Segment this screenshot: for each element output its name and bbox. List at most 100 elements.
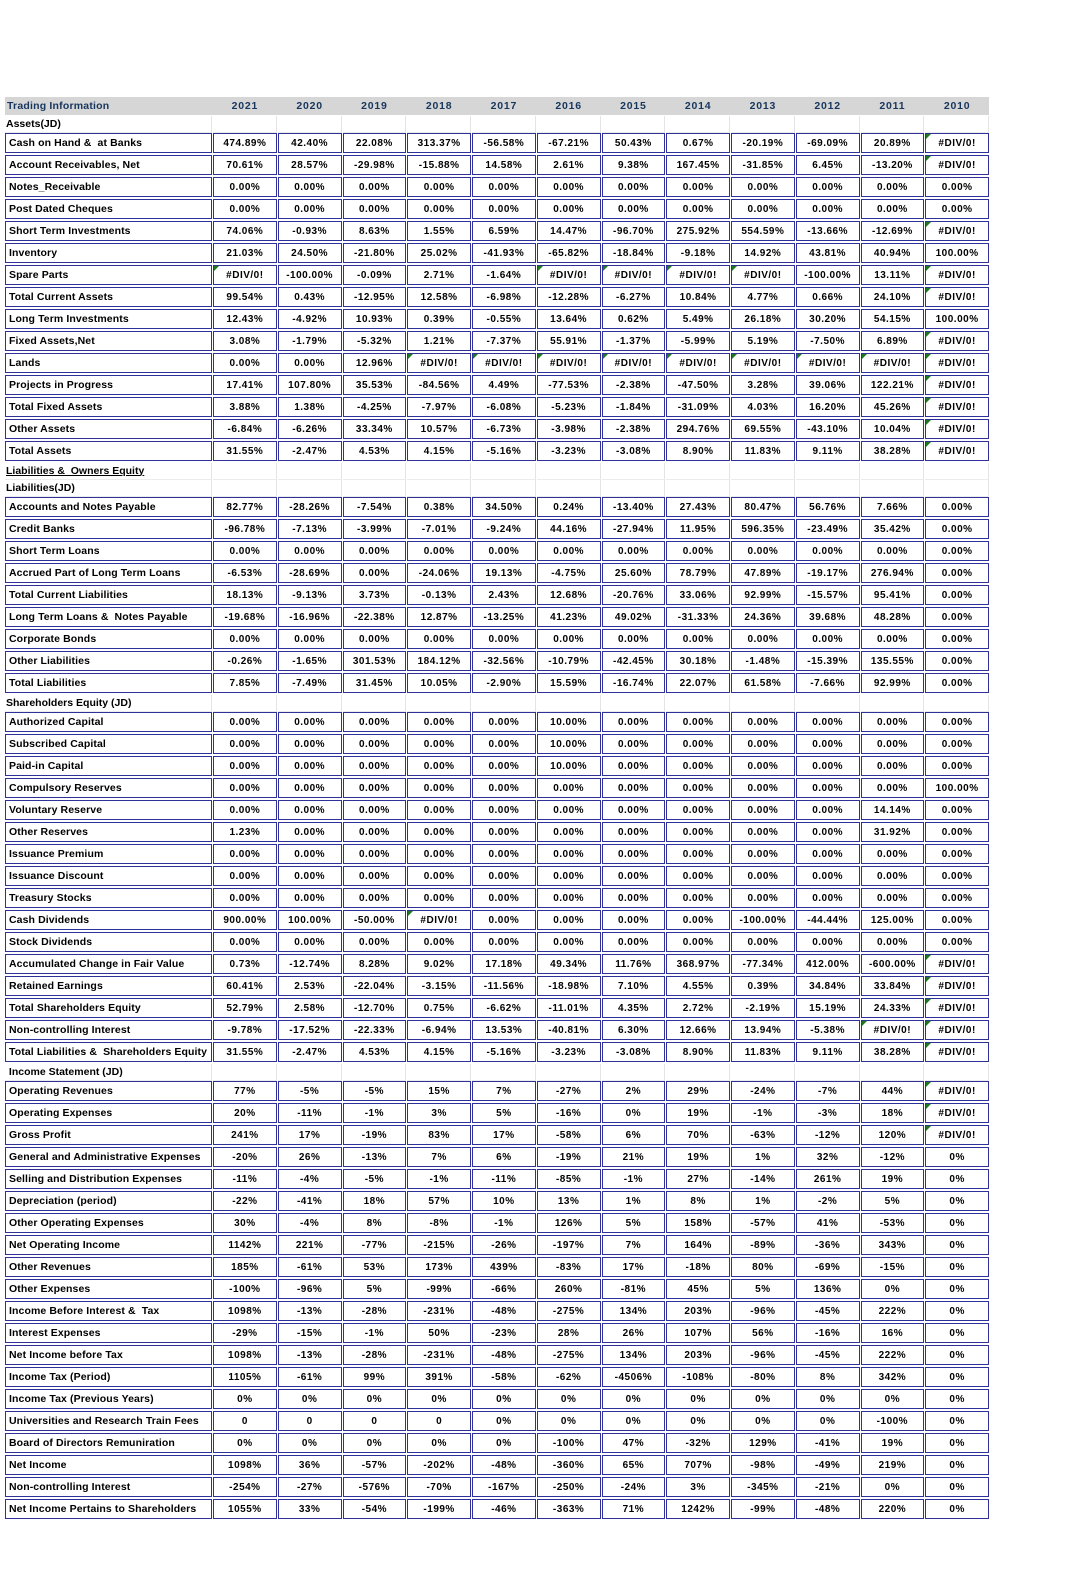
value-cell-2012[interactable]: 0.00% bbox=[795, 712, 860, 732]
value-cell-2016[interactable]: 0.00% bbox=[536, 177, 601, 197]
value-cell-2020[interactable]: -96% bbox=[277, 1279, 342, 1299]
value-cell-2015[interactable]: 134% bbox=[601, 1301, 666, 1321]
value-cell-2020[interactable]: -9.13% bbox=[277, 585, 342, 605]
value-cell-2018[interactable]: 9.02% bbox=[407, 954, 471, 974]
value-cell-2012[interactable]: 41% bbox=[795, 1213, 860, 1233]
value-cell-2021[interactable]: 21.03% bbox=[213, 243, 277, 263]
value-cell-2021[interactable]: 60.41% bbox=[213, 976, 277, 996]
value-cell-2021[interactable]: 31.55% bbox=[213, 441, 277, 461]
value-cell-2019[interactable]: 0.00% bbox=[342, 563, 407, 583]
value-cell-2014[interactable]: 12.66% bbox=[666, 1020, 730, 1040]
value-cell-2012[interactable]: 0.00% bbox=[795, 778, 860, 798]
value-cell-2017[interactable]: 6% bbox=[472, 1147, 536, 1167]
value-cell-2018[interactable]: -15.88% bbox=[407, 155, 471, 175]
value-cell-2019[interactable]: 53% bbox=[342, 1257, 407, 1277]
value-cell-2010[interactable]: 0% bbox=[925, 1455, 989, 1475]
value-cell-2014[interactable]: 45% bbox=[666, 1279, 730, 1299]
value-cell-2014[interactable]: 0.00% bbox=[666, 734, 730, 754]
value-cell-2015[interactable]: 4.35% bbox=[601, 998, 666, 1018]
value-cell-2014[interactable]: 27.43% bbox=[666, 497, 730, 517]
row-label[interactable]: Treasury Stocks bbox=[5, 888, 212, 908]
value-cell-2019[interactable]: 5% bbox=[342, 1279, 407, 1299]
value-cell-2011[interactable]: 95.41% bbox=[860, 585, 925, 605]
value-cell-2017[interactable]: 0.00% bbox=[472, 541, 536, 561]
value-cell-2013[interactable]: 0% bbox=[731, 1389, 795, 1409]
value-cell-2015[interactable]: 0.00% bbox=[601, 866, 666, 886]
value-cell-2017[interactable]: -6.62% bbox=[472, 998, 536, 1018]
value-cell-2017[interactable]: -26% bbox=[472, 1235, 536, 1255]
value-cell-2012[interactable]: 0.66% bbox=[795, 287, 860, 307]
value-cell-2017[interactable]: -48% bbox=[472, 1301, 536, 1321]
row-label[interactable]: Stock Dividends bbox=[5, 932, 212, 952]
value-cell-2010[interactable]: #DIV/0! bbox=[925, 353, 989, 373]
row-label[interactable]: Net Income bbox=[5, 1455, 212, 1475]
value-cell-2014[interactable]: 8.90% bbox=[666, 1042, 730, 1062]
value-cell-2020[interactable]: 0% bbox=[277, 1433, 342, 1453]
value-cell-2012[interactable]: #DIV/0! bbox=[795, 353, 860, 373]
row-label[interactable]: Paid-in Capital bbox=[5, 756, 212, 776]
value-cell-2012[interactable]: -13.66% bbox=[795, 221, 860, 241]
value-cell-2013[interactable]: 0.00% bbox=[731, 866, 795, 886]
value-cell-2015[interactable]: 0.00% bbox=[601, 844, 666, 864]
row-label[interactable]: Accounts and Notes Payable bbox=[5, 497, 212, 517]
value-cell-2010[interactable]: #DIV/0! bbox=[925, 1020, 989, 1040]
value-cell-2021[interactable]: 0.00% bbox=[213, 866, 277, 886]
value-cell-2017[interactable]: -46% bbox=[472, 1499, 536, 1519]
value-cell-2019[interactable]: -1% bbox=[342, 1323, 407, 1343]
value-cell-2018[interactable]: 0% bbox=[407, 1433, 471, 1453]
value-cell-2011[interactable]: 0.00% bbox=[860, 888, 925, 908]
value-cell-2020[interactable]: -28.69% bbox=[277, 563, 342, 583]
value-cell-2021[interactable]: -22% bbox=[213, 1191, 277, 1211]
value-cell-2013[interactable]: 47.89% bbox=[731, 563, 795, 583]
value-cell-2021[interactable]: 0.00% bbox=[213, 541, 277, 561]
value-cell-2016[interactable]: 0.24% bbox=[536, 497, 601, 517]
value-cell-2018[interactable]: 7% bbox=[407, 1147, 471, 1167]
value-cell-2020[interactable]: 1.38% bbox=[277, 397, 342, 417]
value-cell-2014[interactable]: 275.92% bbox=[666, 221, 730, 241]
value-cell-2010[interactable]: 100.00% bbox=[925, 243, 989, 263]
value-cell-2018[interactable]: -199% bbox=[407, 1499, 471, 1519]
value-cell-2012[interactable]: -23.49% bbox=[795, 519, 860, 539]
value-cell-2019[interactable]: 8.63% bbox=[342, 221, 407, 241]
value-cell-2014[interactable]: 8.90% bbox=[666, 441, 730, 461]
value-cell-2010[interactable]: 0% bbox=[925, 1279, 989, 1299]
value-cell-2017[interactable]: -48% bbox=[472, 1345, 536, 1365]
value-cell-2021[interactable]: 0.00% bbox=[213, 734, 277, 754]
value-cell-2014[interactable]: 27% bbox=[666, 1169, 730, 1189]
value-cell-2014[interactable]: 0.00% bbox=[666, 177, 730, 197]
value-cell-2016[interactable]: -11.01% bbox=[536, 998, 601, 1018]
value-cell-2010[interactable]: 0.00% bbox=[925, 673, 989, 693]
value-cell-2014[interactable]: 3% bbox=[666, 1477, 730, 1497]
value-cell-2010[interactable]: 0% bbox=[925, 1213, 989, 1233]
value-cell-2016[interactable]: 13% bbox=[536, 1191, 601, 1211]
value-cell-2010[interactable]: 100.00% bbox=[925, 309, 989, 329]
value-cell-2018[interactable]: -99% bbox=[407, 1279, 471, 1299]
value-cell-2013[interactable]: 26.18% bbox=[731, 309, 795, 329]
value-cell-2018[interactable]: 391% bbox=[407, 1367, 471, 1387]
value-cell-2014[interactable]: #DIV/0! bbox=[666, 353, 730, 373]
value-cell-2012[interactable]: 0.00% bbox=[795, 932, 860, 952]
value-cell-2018[interactable]: -202% bbox=[407, 1455, 471, 1475]
value-cell-2012[interactable]: -12% bbox=[795, 1125, 860, 1145]
value-cell-2021[interactable]: 474.89% bbox=[213, 133, 277, 153]
value-cell-2021[interactable]: -20% bbox=[213, 1147, 277, 1167]
value-cell-2018[interactable]: 0.00% bbox=[407, 734, 471, 754]
value-cell-2018[interactable]: 0.00% bbox=[407, 888, 471, 908]
value-cell-2010[interactable]: 0% bbox=[925, 1499, 989, 1519]
value-cell-2017[interactable]: 14.58% bbox=[472, 155, 536, 175]
value-cell-2011[interactable]: 20.89% bbox=[860, 133, 925, 153]
value-cell-2015[interactable]: 5% bbox=[601, 1213, 666, 1233]
value-cell-2019[interactable]: 33.34% bbox=[342, 419, 407, 439]
value-cell-2010[interactable]: #DIV/0! bbox=[925, 375, 989, 395]
value-cell-2015[interactable]: -24% bbox=[601, 1477, 666, 1497]
value-cell-2018[interactable]: -231% bbox=[407, 1345, 471, 1365]
value-cell-2021[interactable]: 17.41% bbox=[213, 375, 277, 395]
value-cell-2019[interactable]: 10.93% bbox=[342, 309, 407, 329]
column-header-2014[interactable]: 2014 bbox=[684, 100, 712, 112]
value-cell-2018[interactable]: -6.94% bbox=[407, 1020, 471, 1040]
value-cell-2017[interactable]: -66% bbox=[472, 1279, 536, 1299]
value-cell-2018[interactable]: 0.00% bbox=[407, 800, 471, 820]
value-cell-2018[interactable]: 1.55% bbox=[407, 221, 471, 241]
value-cell-2019[interactable]: -29.98% bbox=[342, 155, 407, 175]
value-cell-2016[interactable]: 10.00% bbox=[536, 756, 601, 776]
